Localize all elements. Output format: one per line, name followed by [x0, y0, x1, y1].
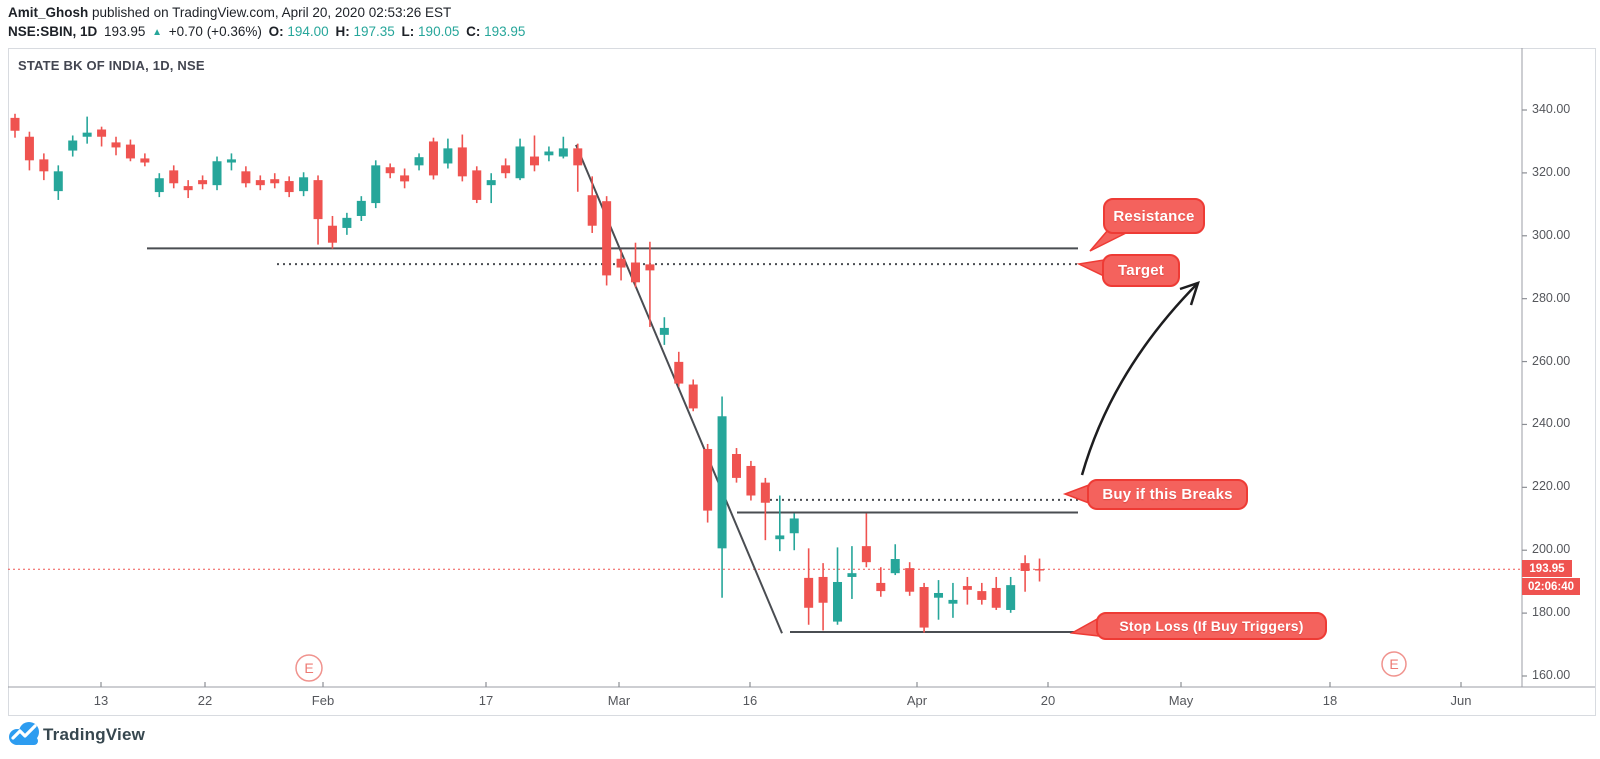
- open-value: 194.00: [287, 24, 329, 39]
- current-price-badge: 193.95: [1522, 560, 1572, 577]
- close-label: C:: [466, 24, 481, 39]
- callout-stoploss[interactable]: Stop Loss (If Buy Triggers): [1096, 612, 1327, 640]
- publish-info: published on TradingView.com, April 20, …: [88, 5, 452, 20]
- callout-target[interactable]: Target: [1102, 254, 1180, 287]
- price-tick-label: 160.00: [1532, 668, 1571, 682]
- time-tick-label: Jun: [1450, 693, 1472, 708]
- callout-resistance[interactable]: Resistance: [1103, 198, 1205, 234]
- time-tick-label: May: [1168, 693, 1194, 708]
- time-tick-label: 13: [93, 693, 109, 708]
- time-tick-label: 20: [1040, 693, 1056, 708]
- low-label: L:: [401, 24, 415, 39]
- time-tick-label: 22: [197, 693, 213, 708]
- chart-symbol-title: STATE BK OF INDIA, 1D, NSE: [18, 58, 205, 73]
- up-arrow-icon: ▲: [152, 27, 163, 38]
- price-tick-label: 220.00: [1532, 479, 1571, 494]
- time-tick-label: Mar: [607, 693, 631, 708]
- time-tick-label: Feb: [311, 693, 335, 708]
- price-tick-label: 200.00: [1532, 542, 1571, 557]
- symbol-ohlc-line: NSE:SBIN, 1D 193.95 ▲ +0.70 (+0.36%) O: …: [8, 24, 528, 39]
- symbol-name: NSE:SBIN, 1D: [8, 24, 98, 39]
- callout-buy[interactable]: Buy if this Breaks: [1087, 479, 1248, 510]
- price-tick-label: 280.00: [1532, 290, 1571, 305]
- price-axis[interactable]: 340.00 320.00 300.00 280.00 260.00 240.00 220.…: [1523, 48, 1595, 687]
- open-label: O:: [268, 24, 284, 39]
- price-tick-label: 300.00: [1532, 227, 1571, 242]
- price-tick-label: 240.00: [1532, 416, 1571, 431]
- time-tick-label: 18: [1322, 693, 1338, 708]
- high-value: 197.35: [353, 24, 395, 39]
- price-change: +0.70 (+0.36%): [168, 24, 262, 39]
- price-tick-label: 180.00: [1532, 605, 1571, 620]
- author: Amit_Ghosh: [8, 5, 89, 20]
- last-price: 193.95: [104, 24, 146, 39]
- high-label: H:: [335, 24, 350, 39]
- time-tick-label: 16: [742, 693, 758, 708]
- low-value: 190.05: [418, 24, 460, 39]
- price-tick-label: 320.00: [1532, 164, 1571, 179]
- tradingview-brand[interactable]: TradingView: [43, 725, 146, 744]
- close-value: 193.95: [484, 24, 526, 39]
- time-tick-label: 17: [478, 693, 494, 708]
- price-tick-label: 340.00: [1532, 102, 1571, 116]
- tradingview-logo-icon[interactable]: [6, 719, 42, 751]
- chart-pane[interactable]: [8, 48, 1596, 716]
- time-axis[interactable]: 13 22 Feb 17 Mar 16 Apr 20 May 18 Jun: [8, 688, 1522, 715]
- publish-line: Amit_Ghosh published on TradingView.com,…: [8, 5, 451, 20]
- bar-countdown-badge: 02:06:40: [1522, 578, 1580, 595]
- time-tick-label: Apr: [906, 693, 928, 708]
- price-tick-label: 260.00: [1532, 353, 1571, 368]
